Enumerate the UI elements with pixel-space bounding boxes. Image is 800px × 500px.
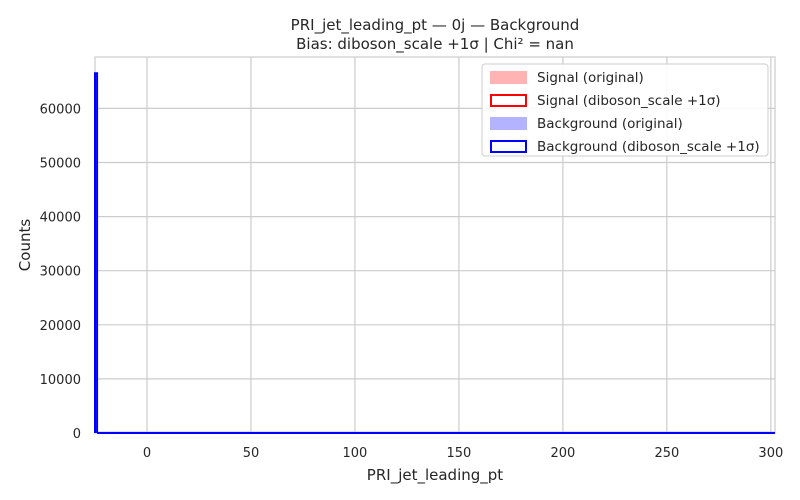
axis-ticks: 0 50 100 150 200 250 300 0 10000 20000 30000 40000 5…	[40, 102, 784, 461]
legend-label: Signal (original)	[537, 70, 644, 86]
legend-swatch	[490, 94, 527, 107]
y-tick-label: 30000	[40, 265, 81, 280]
y-axis-label: Counts	[16, 219, 34, 272]
chart-subtitle: Bias: diboson_scale +1σ | Chi² = nan	[296, 35, 574, 54]
legend: Signal (original) Signal (diboson_scale +…	[481, 63, 769, 157]
legend-label: Background (original)	[537, 116, 683, 132]
legend-box	[481, 63, 769, 157]
x-tick-label: 50	[243, 446, 260, 461]
histogram-step	[94, 72, 99, 433]
histogram-bars	[94, 72, 775, 434]
legend-swatch	[490, 140, 527, 153]
y-tick-label: 40000	[40, 211, 81, 226]
y-tick-label: 60000	[40, 102, 81, 117]
legend-swatch	[490, 117, 527, 130]
legend-swatch	[490, 71, 527, 84]
legend-label: Background (diboson_scale +1σ)	[537, 139, 760, 155]
x-tick-label: 300	[758, 446, 783, 461]
x-tick-label: 0	[143, 446, 151, 461]
x-axis-label: PRI_jet_leading_pt	[367, 466, 503, 485]
x-tick-label: 200	[550, 446, 575, 461]
histogram-bar	[95, 73, 98, 433]
x-tick-label: 100	[343, 446, 368, 461]
chart-title: PRI_jet_leading_pt — 0j — Background	[291, 16, 580, 35]
y-tick-label: 0	[73, 427, 81, 442]
y-tick-label: 20000	[40, 319, 81, 334]
x-tick-label: 250	[654, 446, 679, 461]
x-tick-label: 150	[447, 446, 472, 461]
y-tick-label: 10000	[40, 373, 81, 388]
y-tick-label: 50000	[40, 156, 81, 171]
legend-label: Signal (diboson_scale +1σ)	[537, 93, 721, 109]
